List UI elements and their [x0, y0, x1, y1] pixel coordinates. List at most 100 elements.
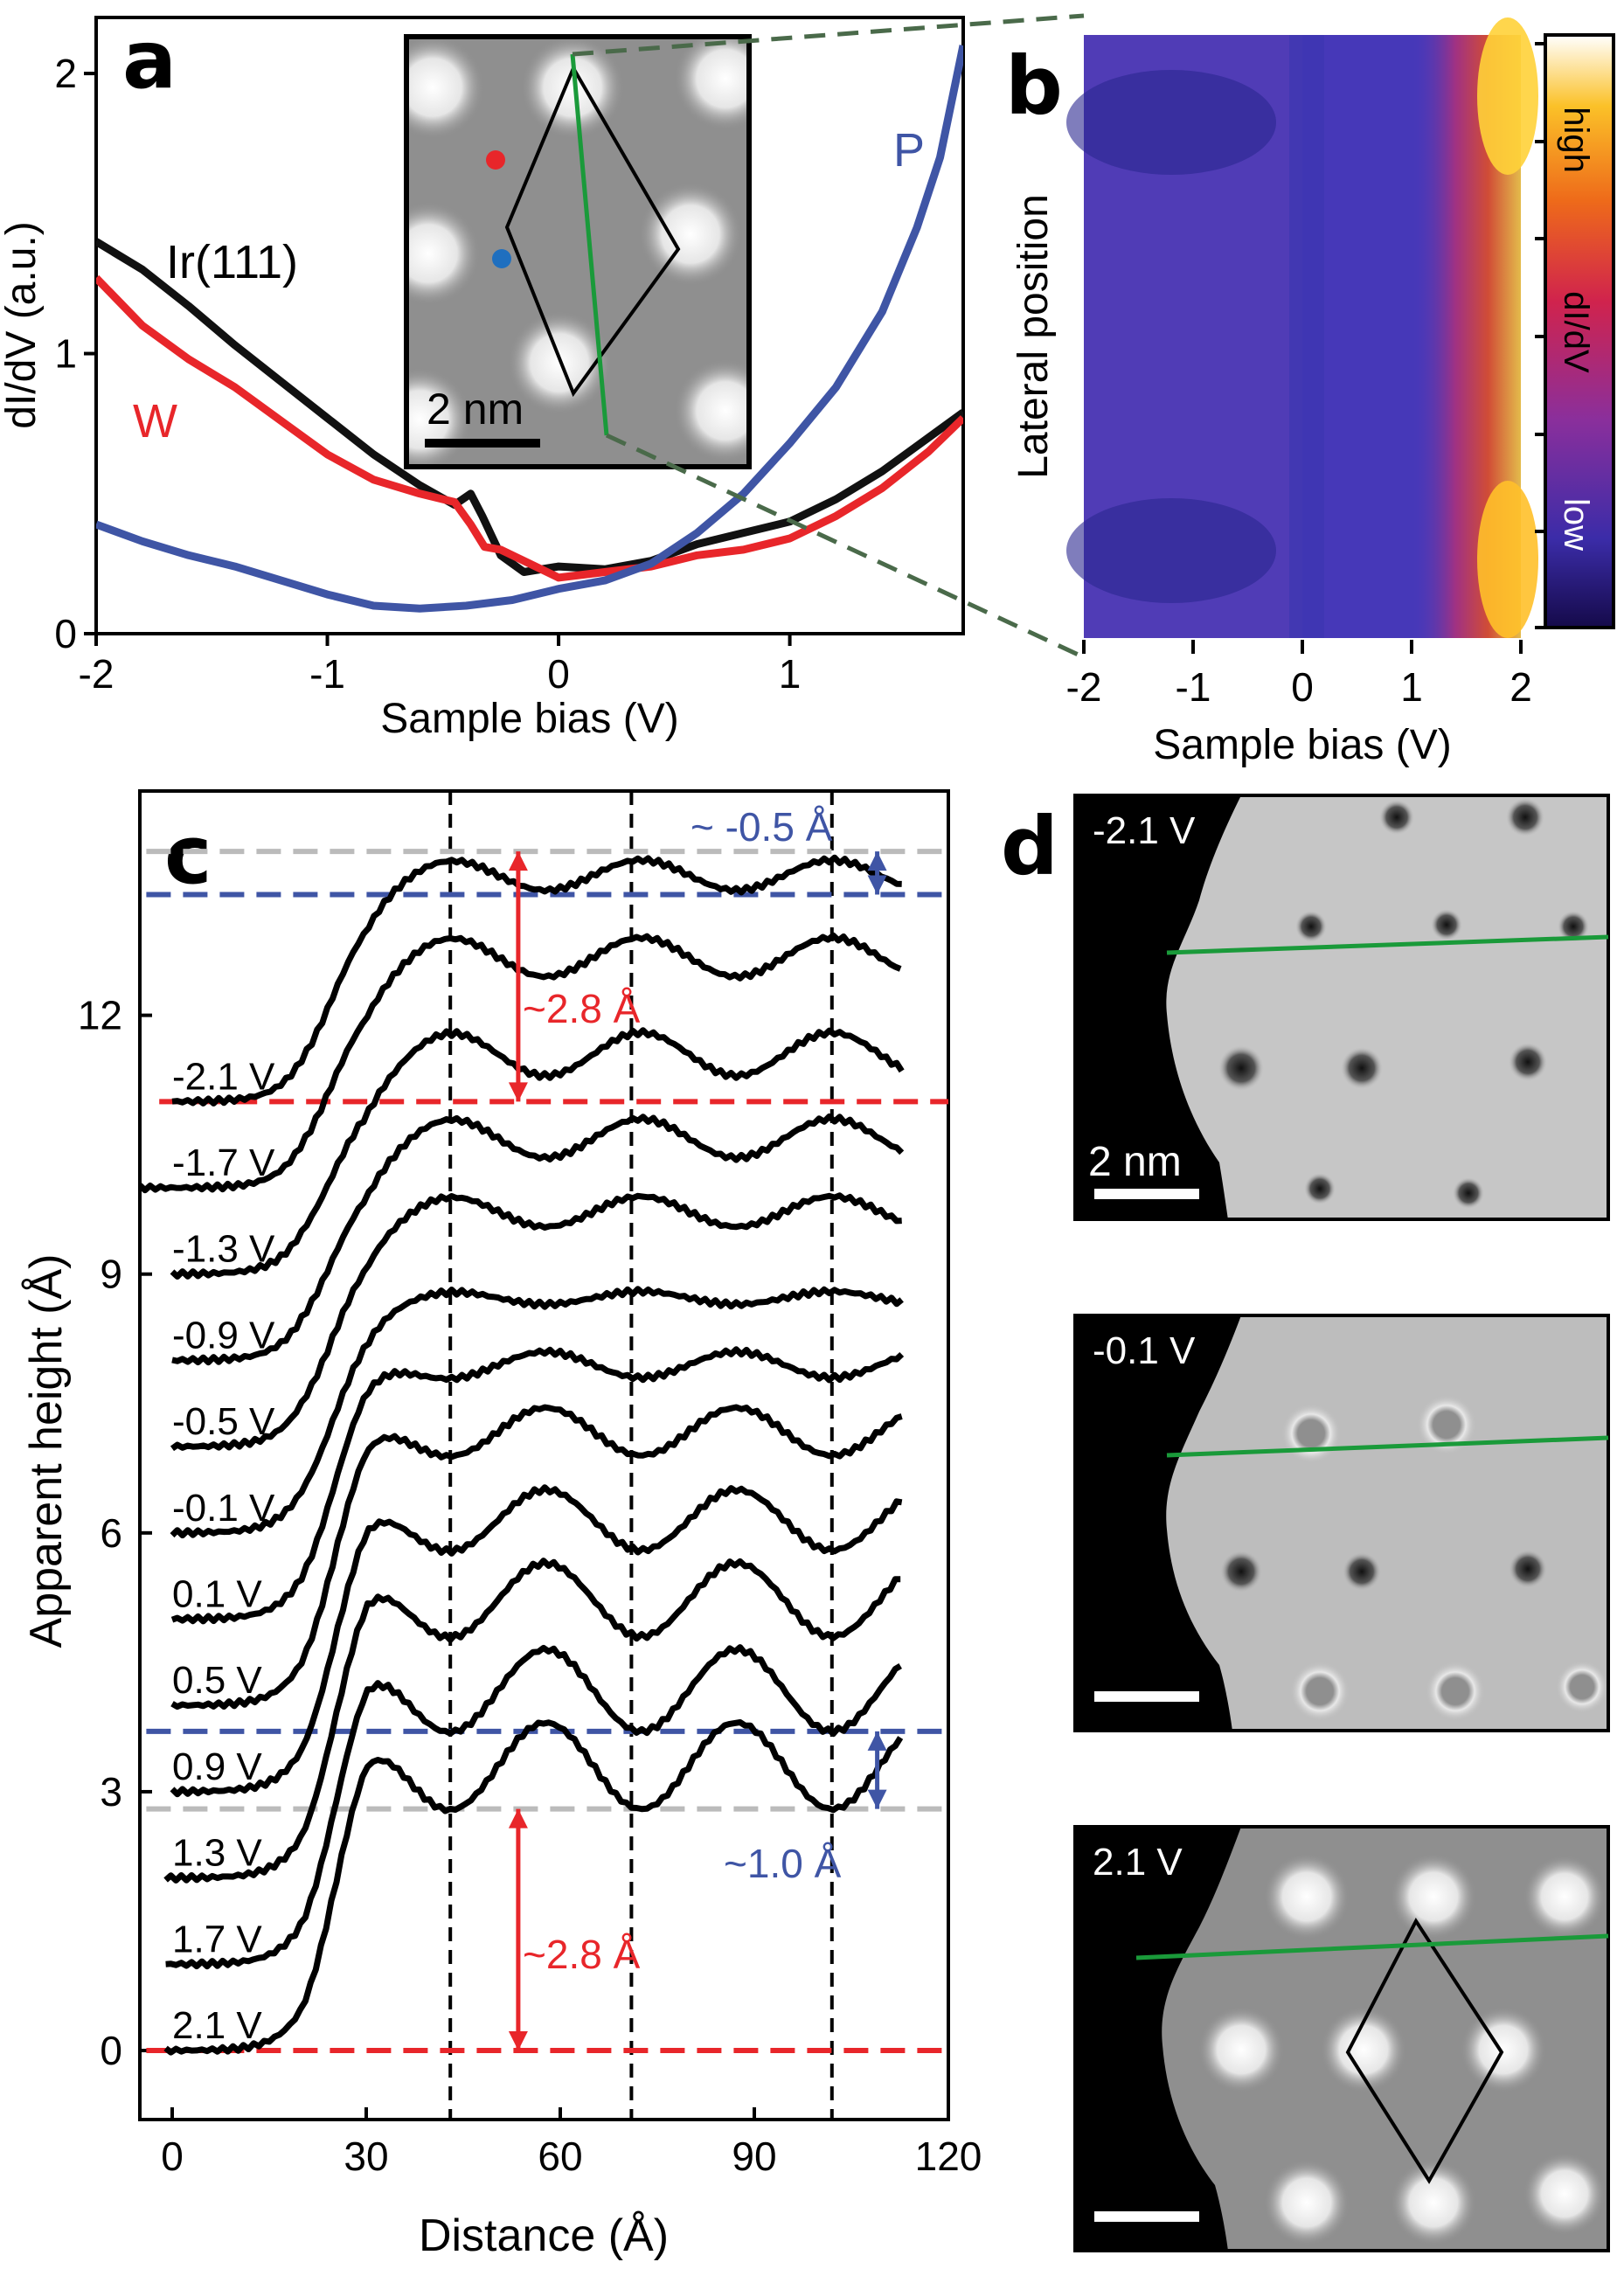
panel-c: c 0 30 60 90 120 0 3 6 9 12 -2.1 V -1.7 V -1.3 V -0.…	[21, 789, 982, 2261]
curve-label: 1.7 V	[172, 1918, 262, 1960]
island-depression	[1218, 1045, 1264, 1091]
panel-b-map-center	[1289, 35, 1324, 638]
stm-image-2-label: -0.1 V	[1093, 1329, 1196, 1372]
panel-d-letter: d	[1001, 800, 1058, 893]
inset-protrusion	[673, 37, 749, 131]
profile-curve	[170, 1346, 905, 1625]
island-depression	[1509, 1043, 1547, 1081]
panel-a-axes-frame	[94, 16, 965, 635]
island-depression	[1341, 1047, 1383, 1089]
arrow-bottom-blue-head	[867, 1731, 887, 1751]
curve-label: 0.9 V	[172, 1745, 262, 1788]
series-line-w	[96, 274, 963, 582]
y-tick-label: 12	[78, 993, 122, 1038]
x-tick-label: 0	[547, 651, 570, 697]
y-tick-label: 1	[54, 331, 77, 377]
panel-b-ticks: -2 -1 0 1 2	[1066, 640, 1532, 710]
island-protrusion	[1523, 1855, 1607, 1939]
profile-curve	[171, 854, 902, 1107]
curve-label: -0.9 V	[172, 1314, 275, 1357]
island-depression	[1506, 798, 1544, 836]
curve-label: 0.1 V	[172, 1573, 262, 1616]
inset-protrusion	[406, 37, 485, 140]
arrow-top-blue-head	[867, 851, 887, 871]
stm-image-2-linecut	[1166, 1435, 1609, 1458]
island-shape	[1166, 795, 1608, 1219]
profile-curve	[170, 1192, 902, 1452]
arrow-bottom-red-head	[508, 2031, 528, 2051]
profile-curve	[171, 1113, 905, 1366]
panel-a-series-group	[96, 45, 963, 613]
panel-b-hotspot-top	[1477, 17, 1538, 175]
island-protrusion	[1390, 1853, 1477, 1940]
x-tick-label: 1	[1400, 664, 1423, 710]
series-line-ir111	[96, 238, 963, 576]
stm-image-2: -0.1 V	[1073, 1314, 1610, 1732]
x-tick-label: 120	[915, 2134, 982, 2179]
inset-linecut	[570, 53, 609, 436]
x-tick-label: 1	[779, 651, 802, 697]
island-depression	[1431, 909, 1462, 940]
x-tick-label: 30	[344, 2134, 388, 2179]
stm-image-3-linecut	[1135, 1933, 1609, 1960]
island-depression	[1343, 1552, 1381, 1591]
island-depression	[1509, 1550, 1547, 1588]
x-tick-label: 0	[161, 2134, 184, 2179]
inset-unit-cell	[504, 64, 681, 398]
stm-image-1-label: -2.1 V	[1093, 809, 1196, 852]
stm-image-2-frame	[1073, 1314, 1610, 1732]
x-tick-label: -1	[1176, 664, 1211, 710]
series-line-p	[96, 45, 963, 613]
inset-blue-dot	[492, 249, 511, 268]
curve-label: -0.5 V	[172, 1400, 275, 1443]
y-tick-label: 3	[100, 1769, 122, 1815]
island-ring	[1556, 1661, 1608, 1713]
colorbar	[1544, 33, 1615, 629]
profile-curve	[163, 1719, 904, 2056]
stm-image-1-scalebar-label: 2 nm	[1088, 1139, 1182, 1185]
island-ring	[1417, 1395, 1476, 1454]
panel-c-series-group	[140, 791, 948, 2120]
stm-image-3-island	[1162, 1827, 1608, 2251]
inset-protrusion	[638, 182, 743, 287]
panel-b-letter: b	[1005, 39, 1063, 133]
panel-a: a -2 -1 0 1 0 1 2 Sample bias (V) dI/dV (a.u.)…	[0, 13, 1086, 742]
island-ring	[1426, 1662, 1485, 1721]
panel-a-xlabel: Sample bias (V)	[380, 696, 678, 742]
label-w: W	[133, 395, 177, 448]
annotation-bottom-blue: ~1.0 Å	[724, 1841, 842, 1886]
stm-image-3-unit-cell	[1345, 1918, 1504, 2184]
island-protrusion	[1460, 2006, 1547, 2093]
panel-c-ylabel: Apparent height (Å)	[21, 1254, 72, 1648]
island-depression	[1453, 1177, 1484, 1209]
panel-c-xlabel: Distance (Å)	[419, 2210, 669, 2261]
x-tick-label: -2	[1066, 664, 1102, 710]
island-protrusion	[1197, 2006, 1285, 2093]
panel-b-hotspot-bottom	[1477, 481, 1538, 638]
island-protrusion	[1390, 2159, 1477, 2246]
colorbar-high: high	[1557, 107, 1595, 173]
profile-curve	[170, 1404, 903, 1710]
x-tick-label: 2	[1509, 664, 1532, 710]
profile-curve	[163, 1558, 901, 1884]
panel-a-ticks: -2 -1 0 1 0 1 2	[54, 51, 801, 697]
panel-c-letter: c	[164, 808, 212, 902]
annotation-top-blue: ~ -0.5 Å	[691, 804, 833, 850]
stm-image-1-island	[1166, 795, 1608, 1219]
stm-image-2-scalebar	[1094, 1691, 1199, 1702]
stm-image-3: 2.1 V	[1073, 1825, 1610, 2252]
panel-a-ylabel: dI/dV (a.u.)	[0, 221, 45, 428]
island-depression	[1295, 911, 1327, 942]
island-depression	[1220, 1551, 1262, 1593]
island-protrusion	[1523, 2152, 1607, 2236]
panel-a-letter: a	[122, 13, 177, 107]
island-protrusion	[1263, 1853, 1350, 1940]
curve-label: 2.1 V	[172, 2004, 262, 2047]
y-tick-label: 0	[100, 2028, 122, 2073]
colorbar-low: low	[1557, 498, 1595, 551]
panel-d: d -2.1 V 2 nm	[1001, 794, 1610, 2252]
island-depression	[1379, 800, 1414, 835]
curve-label: -2.1 V	[172, 1055, 275, 1098]
arrow-top-blue-head	[867, 875, 887, 895]
